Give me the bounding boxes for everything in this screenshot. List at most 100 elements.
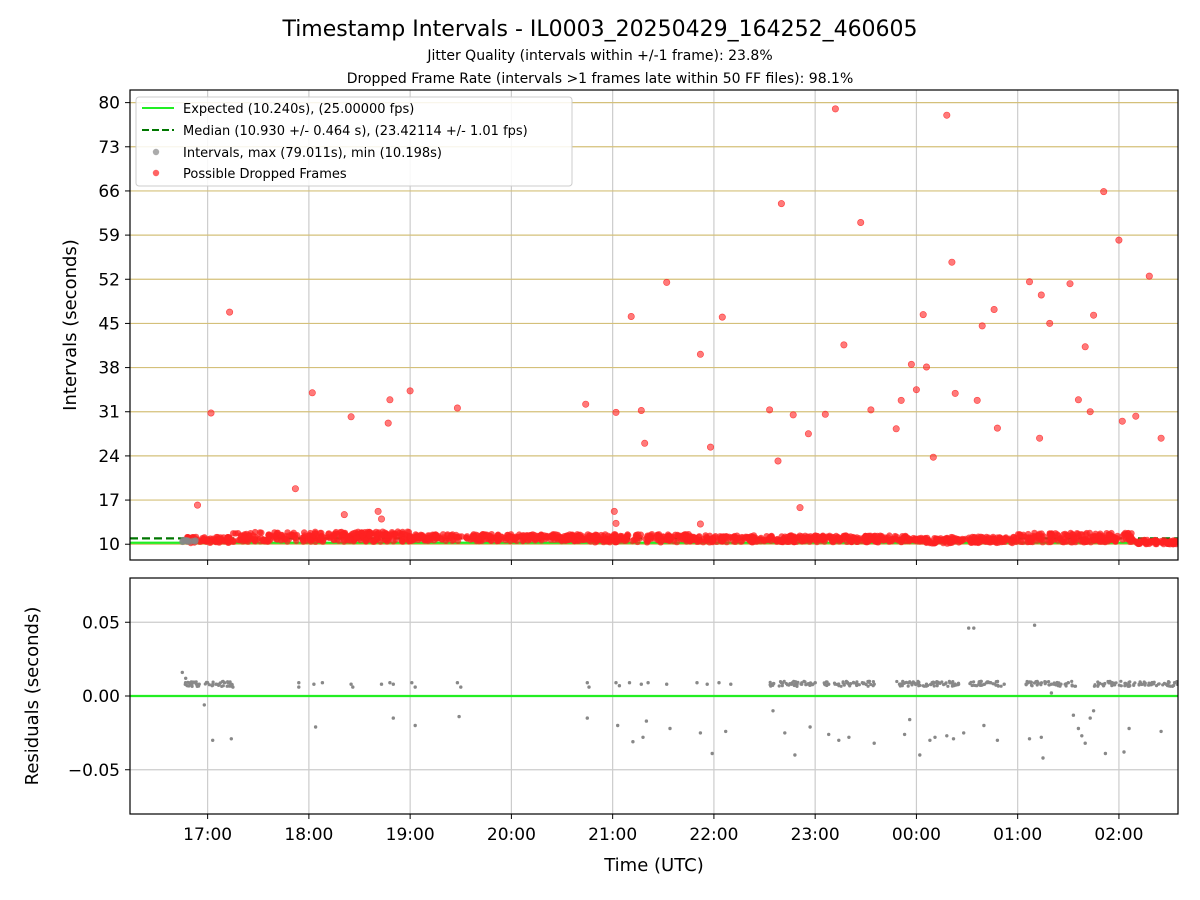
dropped-frame-marker [1079, 536, 1087, 544]
dropped-frame-point [789, 411, 797, 419]
dropped-frame-marker [273, 536, 280, 543]
residual-point [989, 681, 993, 685]
dropped-frame-marker [1148, 538, 1155, 545]
x-tick-label: 00:00 [892, 825, 941, 845]
residual-point [771, 682, 775, 686]
residual-point [627, 681, 632, 685]
dropped-frame-point [718, 313, 726, 321]
residual-cluster-marker [1047, 680, 1051, 684]
residual-point [717, 681, 721, 685]
residual-cluster-marker [1156, 682, 1160, 686]
residual-point [1076, 726, 1081, 731]
dropped-frame-marker [1091, 537, 1098, 544]
dropped-frame-point [696, 520, 704, 528]
residual-point [1164, 682, 1168, 686]
intervals-series [130, 105, 1178, 548]
dropped-frame-marker [1083, 529, 1090, 537]
residual-point [872, 741, 876, 745]
residual-cluster-marker [931, 680, 935, 684]
residual-cluster-marker [1147, 681, 1151, 685]
residual-cluster-marker [804, 683, 808, 687]
residual-point [459, 685, 463, 689]
residual-point [205, 681, 210, 685]
residual-point [908, 717, 912, 722]
residual-point [184, 676, 188, 680]
dropped-frame-point [1132, 412, 1140, 420]
residual-point [1122, 750, 1126, 754]
residual-point [724, 729, 728, 734]
dropped-frame-point [867, 406, 875, 414]
residual-point [665, 682, 669, 686]
residual-cluster-marker [1161, 683, 1165, 687]
residual-point [1091, 709, 1096, 713]
residual-cluster-marker [982, 682, 986, 687]
residual-cluster-marker [1032, 681, 1037, 685]
dropped-frame-marker [408, 536, 416, 544]
residual-point [1151, 681, 1155, 685]
residual-point [587, 685, 591, 689]
dropped-frame-point [663, 278, 671, 286]
residual-point [644, 719, 649, 723]
dropped-frame-marker [452, 531, 460, 539]
dropped-frame-marker [475, 536, 482, 543]
x-tick-label: 18:00 [284, 825, 333, 845]
y-tick-label-top: 52 [98, 270, 120, 290]
residuals-panel: 17:00 18:00 19:00 20:00 21:00 22:00 23:00 00:00… [22, 577, 1179, 845]
dropped-frame-marker [382, 531, 389, 539]
dropped-frame-marker [341, 536, 348, 544]
residual-point [312, 682, 316, 686]
residual-cluster-marker [1127, 683, 1131, 687]
dropped-frame-point [857, 219, 865, 227]
legend-box [135, 96, 573, 187]
dropped-frame-marker [807, 535, 814, 542]
dropped-frame-point [406, 387, 414, 395]
legend-dropped-label: Possible Dropped Frames [183, 167, 347, 182]
residual-cluster-marker [225, 684, 229, 688]
residual-point [827, 682, 831, 686]
dropped-frame-marker [819, 535, 827, 542]
dropped-frame-point [1157, 434, 1165, 442]
residual-cluster-marker [1070, 679, 1074, 684]
dropped-frame-marker [723, 533, 730, 540]
residual-cluster-marker [1055, 680, 1059, 685]
residual-point [813, 681, 817, 685]
residual-point [698, 731, 703, 735]
dropped-frame-marker [980, 534, 987, 541]
dropped-frame-marker [1001, 536, 1009, 543]
dropped-frame-marker [825, 533, 833, 541]
legend-intervals-label: Intervals, max (79.011s), min (10.198s) [183, 146, 442, 161]
residual-point [1066, 681, 1071, 685]
dropped-frame-point [907, 360, 915, 368]
residual-cluster-marker [183, 681, 188, 685]
dropped-frame-marker [750, 532, 757, 539]
dropped-frame-marker [432, 531, 439, 538]
y-tick-label-bottom: 0.00 [82, 687, 120, 707]
dropped-frame-point [922, 363, 930, 371]
dropped-frame-point [696, 350, 704, 358]
residual-point [729, 682, 733, 686]
dropped-frame-marker [339, 531, 346, 538]
residual-cluster-marker [218, 681, 222, 685]
dropped-frame-marker [602, 531, 609, 538]
residual-cluster-marker [1029, 680, 1033, 684]
residual-cluster-marker [784, 681, 788, 686]
dropped-frame-marker [489, 534, 496, 542]
residual-cluster-marker [1143, 682, 1147, 687]
dropped-frame-marker [899, 535, 906, 543]
dropped-frame-marker [312, 538, 319, 545]
dropped-frame-marker [687, 533, 694, 541]
residuals-axes: 17:00 18:00 19:00 20:00 21:00 22:00 23:00 00:00… [68, 613, 1144, 845]
residual-cluster-marker [973, 683, 977, 688]
dropped-frame-point [641, 439, 649, 447]
residual-point [1039, 735, 1044, 739]
dropped-frame-point [774, 457, 782, 465]
residual-point [789, 682, 794, 686]
dropped-frame-point [831, 105, 839, 113]
residual-point [793, 753, 797, 757]
dropped-frame-marker [629, 537, 636, 545]
y-tick-label-top: 31 [98, 403, 120, 423]
residual-point [1049, 682, 1054, 686]
residual-cluster-marker [795, 684, 799, 689]
residual-cluster-marker [866, 684, 870, 688]
dropped-frame-marker [993, 539, 1000, 547]
